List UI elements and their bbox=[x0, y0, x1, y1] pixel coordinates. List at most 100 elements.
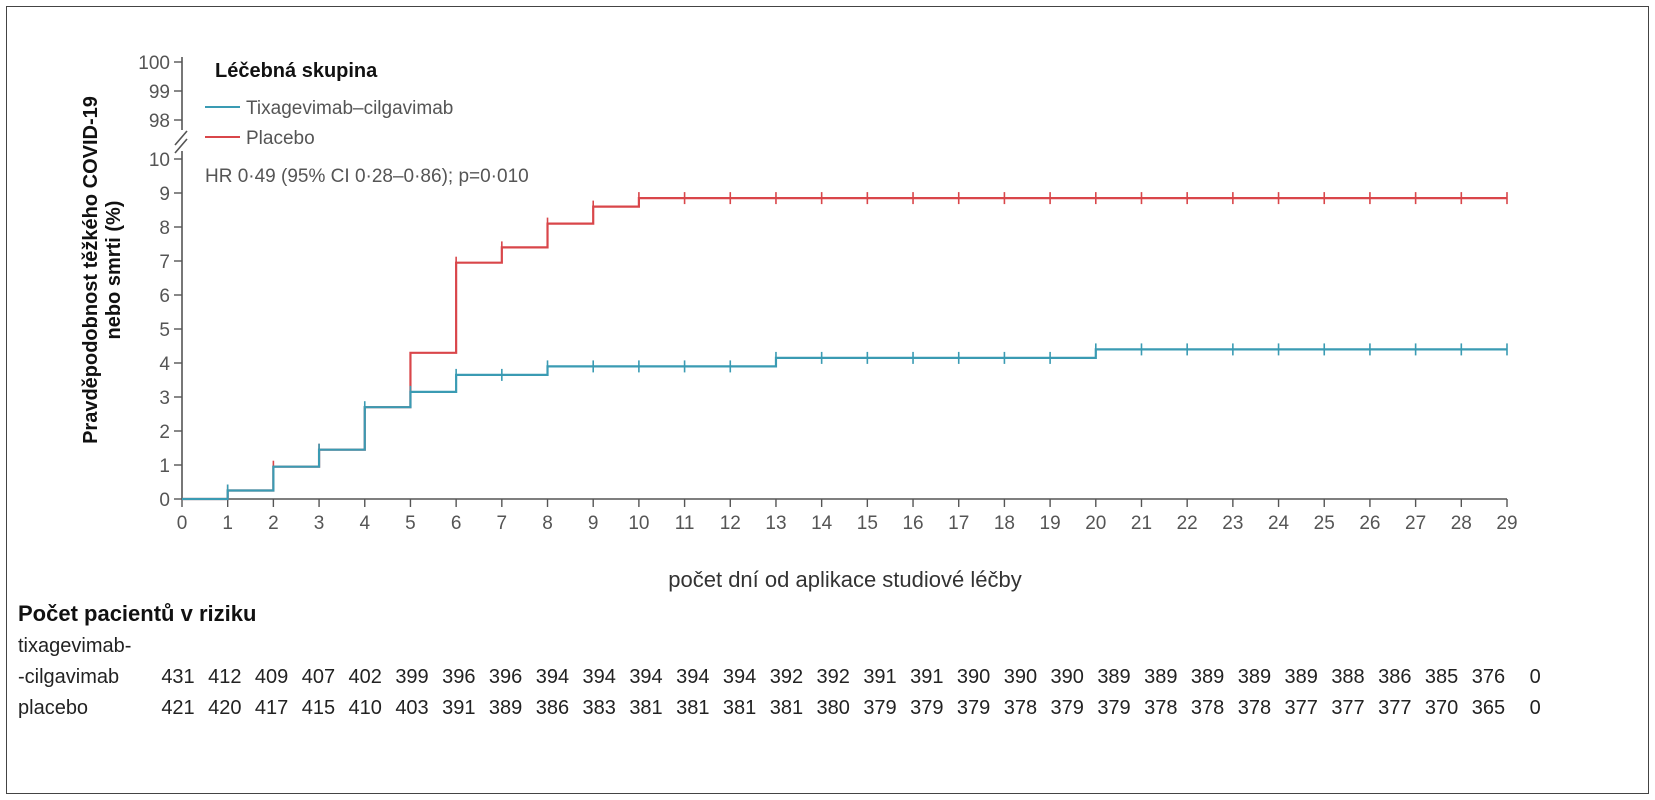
risk-value: 402 bbox=[349, 666, 382, 688]
risk-value: 389 bbox=[1238, 666, 1271, 688]
risk-value: 403 bbox=[395, 697, 428, 719]
risk-row-label-tixagevimab-line2: -cilgavimab bbox=[18, 666, 119, 688]
x-tick-label: 21 bbox=[1131, 513, 1152, 534]
x-tick-label: 13 bbox=[765, 513, 786, 534]
risk-table: Počet pacientů v riziku tixagevimab- -ci… bbox=[18, 601, 1541, 719]
y-tick-label: 98 bbox=[149, 111, 170, 132]
legend-label-tixagevimab: Tixagevimab–cilgavimab bbox=[246, 98, 453, 119]
x-tick-label: 9 bbox=[588, 513, 599, 534]
risk-value: 379 bbox=[863, 697, 896, 719]
risk-value: 377 bbox=[1285, 697, 1318, 719]
y-tick-label: 7 bbox=[159, 252, 170, 273]
y-tick-label: 99 bbox=[149, 82, 170, 103]
x-tick-label: 24 bbox=[1268, 513, 1290, 534]
y-tick-label: 1 bbox=[159, 456, 170, 477]
risk-value: 386 bbox=[536, 697, 569, 719]
y-tick-label: 3 bbox=[159, 388, 170, 409]
risk-value: 0 bbox=[1530, 697, 1541, 719]
risk-value: 389 bbox=[1097, 666, 1130, 688]
risk-value: 389 bbox=[1144, 666, 1177, 688]
x-tick-label: 3 bbox=[314, 513, 325, 534]
risk-value: 386 bbox=[1378, 666, 1411, 688]
series-line-tixagevimab bbox=[182, 348, 1507, 501]
risk-row-label-placebo: placebo bbox=[18, 697, 88, 719]
risk-value: 0 bbox=[1530, 666, 1541, 688]
risk-value: 390 bbox=[1004, 666, 1037, 688]
risk-value: 396 bbox=[489, 666, 522, 688]
risk-value: 396 bbox=[442, 666, 475, 688]
y-axis-title-line2: nebo smrti (%) bbox=[103, 201, 125, 340]
y-tick-label: 4 bbox=[159, 354, 170, 375]
risk-value: 381 bbox=[676, 697, 709, 719]
x-tick-label: 2 bbox=[268, 513, 279, 534]
x-tick-label: 19 bbox=[1040, 513, 1061, 534]
y-ticks: 0 1 2 3 4 5 6 7 8 9 10 98 99 100 bbox=[138, 53, 182, 511]
y-axis-title: Pravděpodobnost těžkého COVID-19 nebo sm… bbox=[80, 96, 125, 444]
risk-value: 379 bbox=[957, 697, 990, 719]
y-tick-label: 100 bbox=[138, 53, 170, 74]
risk-value: 378 bbox=[1144, 697, 1177, 719]
x-tick-label: 5 bbox=[405, 513, 416, 534]
series-lines bbox=[182, 192, 1508, 501]
x-tick-label: 29 bbox=[1496, 513, 1517, 534]
y-axis-break-mark bbox=[174, 138, 188, 154]
risk-value: 378 bbox=[1238, 697, 1271, 719]
risk-value: 389 bbox=[1285, 666, 1318, 688]
x-tick-label: 17 bbox=[948, 513, 969, 534]
risk-value: 390 bbox=[1051, 666, 1084, 688]
risk-table-title: Počet pacientů v riziku bbox=[18, 601, 256, 626]
y-tick-label: 6 bbox=[159, 286, 170, 307]
risk-value: 385 bbox=[1425, 666, 1458, 688]
x-tick-label: 16 bbox=[902, 513, 923, 534]
x-tick-label: 20 bbox=[1085, 513, 1106, 534]
risk-value: 379 bbox=[910, 697, 943, 719]
x-axis-title: počet dní od aplikace studiové léčby bbox=[668, 567, 1021, 592]
y-tick-label: 8 bbox=[159, 218, 170, 239]
legend-label-placebo: Placebo bbox=[246, 128, 315, 149]
y-axis-title-line1: Pravděpodobnost těžkého COVID-19 bbox=[80, 96, 102, 444]
y-tick-label: 9 bbox=[159, 184, 170, 205]
x-tick-label: 4 bbox=[359, 513, 370, 534]
risk-value: 391 bbox=[442, 697, 475, 719]
risk-value: 431 bbox=[161, 666, 194, 688]
risk-value: 365 bbox=[1472, 697, 1505, 719]
risk-value: 390 bbox=[957, 666, 990, 688]
x-tick-label: 25 bbox=[1314, 513, 1335, 534]
y-tick-label: 5 bbox=[159, 320, 170, 341]
x-tick-label: 8 bbox=[542, 513, 553, 534]
risk-row-label-tixagevimab-line1: tixagevimab- bbox=[18, 635, 131, 657]
y-axis-break-mark bbox=[174, 130, 188, 146]
risk-value: 407 bbox=[302, 666, 335, 688]
risk-value: 389 bbox=[1191, 666, 1224, 688]
risk-value: 378 bbox=[1191, 697, 1224, 719]
risk-value: 381 bbox=[770, 697, 803, 719]
y-tick-label: 2 bbox=[159, 422, 170, 443]
risk-value: 392 bbox=[817, 666, 850, 688]
risk-value: 394 bbox=[629, 666, 662, 688]
risk-value: 380 bbox=[817, 697, 850, 719]
x-tick-label: 28 bbox=[1451, 513, 1472, 534]
risk-value: 394 bbox=[583, 666, 616, 688]
risk-value: 377 bbox=[1331, 697, 1364, 719]
risk-value: 417 bbox=[255, 697, 288, 719]
risk-value: 392 bbox=[770, 666, 803, 688]
x-tick-label: 18 bbox=[994, 513, 1015, 534]
risk-value: 394 bbox=[536, 666, 569, 688]
risk-value: 394 bbox=[676, 666, 709, 688]
risk-value: 412 bbox=[208, 666, 241, 688]
y-tick-label: 10 bbox=[149, 150, 170, 171]
risk-value: 379 bbox=[1051, 697, 1084, 719]
x-tick-label: 1 bbox=[222, 513, 233, 534]
x-tick-label: 7 bbox=[497, 513, 508, 534]
risk-value: 376 bbox=[1472, 666, 1505, 688]
risk-value: 370 bbox=[1425, 697, 1458, 719]
risk-value: 383 bbox=[583, 697, 616, 719]
risk-value: 377 bbox=[1378, 697, 1411, 719]
risk-value: 381 bbox=[629, 697, 662, 719]
risk-value: 388 bbox=[1331, 666, 1364, 688]
x-tick-label: 11 bbox=[675, 513, 695, 534]
x-tick-label: 10 bbox=[628, 513, 649, 534]
risk-table-values: 431 412 409 407 402 399 396 396 394 394 394 394 394 3… bbox=[161, 666, 1540, 719]
risk-value: 399 bbox=[395, 666, 428, 688]
